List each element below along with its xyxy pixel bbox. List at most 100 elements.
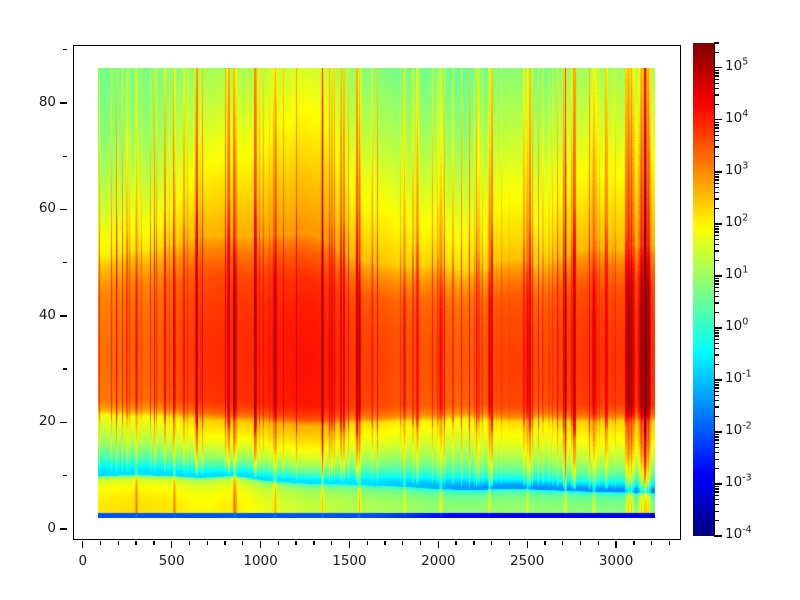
colorbar-tick-minor: [714, 243, 719, 246]
colorbar-tick-minor: [714, 335, 719, 337]
colorbar-tick-minor: [714, 238, 719, 241]
x-tick-label: 2500: [510, 553, 545, 569]
colorbar-tick-minor: [714, 127, 719, 129]
x-tick-minor: [490, 541, 493, 545]
colorbar-tick-minor: [714, 283, 719, 285]
y-tick-label: 20: [38, 413, 56, 430]
colorbar-tick-minor: [714, 290, 719, 293]
colorbar-tick-minor: [714, 191, 719, 194]
colorbar-tick-minor: [714, 433, 719, 435]
colorbar-tick-minor: [714, 485, 719, 487]
y-tick-label: 40: [38, 306, 56, 323]
colorbar-tick-minor: [714, 390, 719, 393]
x-tick-minor: [135, 541, 137, 545]
x-tick-minor: [224, 541, 226, 545]
colorbar-tick-minor: [714, 103, 719, 105]
colorbar-tick-minor: [714, 228, 719, 230]
colorbar-tick-minor: [714, 488, 719, 490]
heatmap-plot-area: [98, 68, 655, 518]
colorbar-tick-minor: [714, 121, 719, 123]
colorbar-tick-major: [714, 67, 722, 69]
x-tick-major: [348, 541, 351, 548]
colorbar-tick-minor: [714, 87, 719, 90]
y-tick-major: [60, 421, 67, 424]
colorbar-tick-minor: [714, 176, 719, 178]
colorbar-tick-label: 105: [725, 56, 749, 74]
colorbar-tick-minor: [714, 94, 719, 96]
colorbar-tick-minor: [714, 286, 719, 289]
colorbar-tick-minor: [714, 332, 719, 334]
colorbar-tick-minor: [714, 259, 719, 261]
colorbar-tick-minor: [714, 134, 719, 137]
colorbar-tick-label: 102: [725, 212, 749, 230]
x-tick-minor: [473, 541, 475, 545]
x-tick-minor: [330, 541, 333, 545]
colorbar-tick-label: 10-4: [725, 524, 752, 542]
colorbar-tick-minor: [714, 406, 719, 408]
x-tick-minor: [633, 541, 635, 545]
x-tick-major: [615, 541, 617, 548]
colorbar-tick-minor: [714, 277, 719, 279]
colorbar-tick-minor: [714, 498, 719, 501]
colorbar-tick-minor: [714, 329, 719, 331]
colorbar-tick-major: [714, 379, 722, 381]
colorbar-tick-label: 10-3: [725, 472, 752, 490]
colorbar-tick-minor: [714, 342, 719, 345]
colorbar-tick-minor: [714, 363, 719, 365]
x-tick-major: [170, 541, 173, 548]
colorbar-tick-minor: [714, 225, 719, 227]
colorbar-tick-minor: [714, 384, 719, 386]
colorbar-tick-minor: [714, 207, 719, 209]
x-tick-minor: [562, 541, 564, 545]
colorbar-tick-minor: [714, 347, 719, 350]
colorbar-tick-minor: [714, 381, 719, 383]
colorbar-tick-minor: [714, 504, 719, 506]
colorbar-tick-minor: [714, 442, 719, 445]
colorbar-tick-major: [714, 535, 722, 537]
x-tick-minor: [650, 541, 653, 545]
colorbar-tick-minor: [714, 439, 719, 441]
y-tick-minor: [63, 155, 67, 157]
colorbar-tick-minor: [714, 394, 719, 397]
y-tick-minor: [63, 49, 67, 51]
colorbar-tick-major: [714, 327, 722, 329]
x-tick-label: 2000: [421, 553, 456, 569]
colorbar-tick-major: [714, 171, 722, 173]
colorbar-tick-minor: [714, 399, 719, 402]
y-tick-minor: [63, 474, 67, 477]
x-tick-minor: [668, 541, 671, 545]
colorbar-tick-minor: [714, 415, 719, 417]
x-tick-minor: [206, 541, 208, 545]
x-tick-label: 500: [158, 553, 185, 569]
colorbar-tick-minor: [714, 186, 719, 189]
colorbar-tick-major: [714, 483, 722, 485]
colorbar-tick-minor: [714, 467, 719, 469]
x-tick-minor: [99, 541, 102, 545]
colorbar-tick-major: [714, 275, 722, 277]
x-tick-minor: [117, 541, 120, 545]
colorbar-canvas: [693, 43, 714, 536]
colorbar-tick-minor: [714, 179, 719, 181]
colorbar-tick-minor: [714, 42, 719, 44]
colorbar-tick-minor: [714, 198, 719, 200]
colorbar-tick-minor: [714, 510, 719, 512]
colorbar-tick-major: [714, 431, 722, 433]
x-tick-label: 3000: [598, 553, 634, 569]
colorbar-tick-minor: [714, 139, 719, 142]
y-tick-major: [60, 208, 67, 211]
x-tick-label: 1000: [243, 553, 278, 569]
x-tick-minor: [455, 541, 457, 545]
colorbar-tick-minor: [714, 51, 719, 53]
colorbar-tick-minor: [714, 338, 719, 341]
colorbar-tick-label: 10-1: [725, 368, 752, 386]
x-tick-minor: [366, 541, 368, 545]
y-tick-minor: [63, 368, 67, 370]
colorbar-tick-minor: [714, 250, 719, 252]
colorbar-tick-minor: [714, 124, 719, 126]
y-tick-major: [60, 528, 67, 530]
x-tick-minor: [402, 541, 404, 545]
y-tick-major: [60, 102, 67, 104]
x-tick-major: [526, 541, 528, 548]
x-tick-minor: [242, 541, 244, 545]
